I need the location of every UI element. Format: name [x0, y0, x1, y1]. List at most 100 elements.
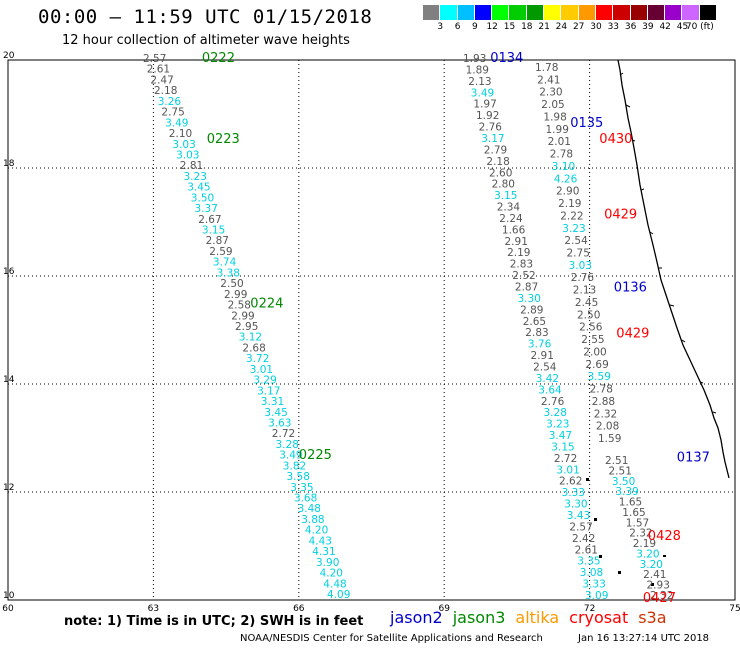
wave-height-value: 1.89 — [466, 64, 489, 76]
wave-height-value: 3.10 — [552, 161, 575, 173]
wave-height-value: 2.18 — [486, 156, 509, 168]
color-scale-label: 39 — [642, 22, 654, 32]
color-scale-label: 27 — [572, 22, 585, 32]
wave-height-value: 2.54 — [533, 362, 557, 374]
pass-time-label: 0427 — [643, 591, 676, 606]
coastline-detail — [619, 72, 717, 414]
wave-height-value: 2.80 — [492, 179, 515, 191]
wave-height-value: 2.13 — [468, 76, 491, 88]
wave-height-value: 1.65 — [619, 497, 642, 509]
map-frame — [7, 59, 736, 601]
wave-height-value: 2.41 — [643, 569, 666, 581]
wave-height-value: 4.20 — [320, 568, 343, 580]
wave-height-value: 2.99 — [231, 310, 254, 322]
wave-height-value: 2.52 — [512, 270, 535, 282]
wave-height-value: 3.90 — [316, 557, 339, 569]
legend-entry: jason3 — [452, 608, 506, 627]
wave-height-value: 2.62 — [559, 476, 582, 488]
satellite-legend: jason2 jason3 altika cryosat s3a — [390, 608, 677, 627]
color-scale-swatch — [526, 5, 545, 20]
wave-height-value: 3.35 — [577, 556, 600, 568]
wave-height-value: 2.88 — [592, 396, 615, 408]
color-scale-swatch — [509, 5, 527, 20]
color-scale-swatch — [630, 5, 648, 20]
wave-height-value: 2.05 — [541, 99, 564, 111]
wave-height-value: 3.15 — [494, 190, 517, 202]
wave-height-value: 2.81 — [180, 160, 203, 172]
lat-tick-label: 20 — [3, 51, 15, 61]
pass-time-label: 0430 — [599, 132, 632, 147]
wave-height-value: 3.43 — [567, 510, 590, 522]
color-scale-bar — [423, 5, 718, 20]
footer-note: note: 1) Time is in UTC; 2) SWH is in fe… — [64, 614, 364, 629]
wave-height-value: 3.03 — [176, 150, 199, 162]
wave-height-value: 2.30 — [539, 87, 562, 99]
wave-height-value: 1.92 — [476, 110, 499, 122]
wave-height-value: 3.01 — [250, 364, 273, 376]
wave-height-value: 3.49 — [471, 87, 494, 99]
wave-height-value: 2.50 — [577, 309, 600, 321]
wave-height-value: 2.32 — [650, 590, 673, 602]
color-scale-swatch — [457, 5, 475, 20]
wave-height-value: 2.83 — [510, 259, 533, 271]
wave-height-value: 2.42 — [572, 533, 595, 545]
color-scale-swatch — [613, 5, 631, 20]
pass-time-label: 0135 — [570, 116, 603, 131]
track-south-values: 2.512.513.503.391.651.651.572.322.193.20… — [605, 455, 673, 602]
wave-height-value: 3.82 — [283, 460, 306, 472]
color-scale-label: 30 — [590, 22, 602, 32]
wave-height-value: 4.31 — [312, 546, 335, 558]
wave-height-value: 3.58 — [287, 471, 310, 483]
wave-height-value: 2.34 — [497, 202, 521, 214]
wave-height-value: 2.61 — [575, 544, 598, 556]
pass-time-label: 0222 — [202, 51, 235, 66]
pass-time-label: 0223 — [207, 132, 240, 147]
wave-height-value: 3.42 — [536, 373, 559, 385]
color-scale-swatch — [474, 5, 493, 20]
wave-height-value: 3.59 — [588, 371, 611, 383]
coastline — [617, 59, 730, 479]
color-scale-swatch — [492, 5, 510, 20]
wave-height-value: 3.76 — [528, 339, 552, 351]
wave-height-value: 3.23 — [562, 223, 585, 235]
pass-time-label: 0429 — [616, 326, 649, 341]
legend-entry: jason2 — [390, 608, 443, 627]
wave-height-value: 2.47 — [150, 74, 173, 86]
wave-height-value: 3.50 — [191, 192, 214, 204]
wave-height-value: 2.57 — [143, 53, 166, 65]
color-scale-swatch — [647, 5, 666, 20]
lon-tick-label: 72 — [584, 604, 595, 614]
wave-height-value: 2.67 — [198, 214, 221, 226]
lon-tick-label: 63 — [148, 604, 159, 614]
wave-height-value: 3.30 — [564, 499, 587, 511]
pass-time-label: 0225 — [299, 448, 332, 463]
wave-height-value: 3.64 — [538, 384, 562, 396]
wave-height-value: 3.08 — [580, 567, 603, 579]
wave-height-value: 3.68 — [294, 493, 317, 505]
wave-height-value: 2.60 — [489, 167, 512, 179]
wave-height-value: 3.63 — [268, 418, 291, 430]
wave-height-value: 4.09 — [327, 589, 350, 601]
wave-height-value: 2.22 — [560, 210, 583, 222]
wave-height-value: 4.48 — [323, 578, 346, 590]
wave-height-value: 4.26 — [554, 173, 578, 185]
wave-height-value: 1.66 — [502, 224, 526, 236]
wave-height-value: 3.28 — [276, 439, 299, 451]
wave-height-value: 2.51 — [609, 465, 632, 477]
generation-timestamp: Jan 16 13:27:14 UTC 2018 — [578, 633, 710, 644]
wave-height-value: 3.31 — [261, 396, 284, 408]
wave-height-value: 2.76 — [571, 272, 595, 284]
color-scale-label: 21 — [538, 22, 550, 32]
color-scale-swatch — [423, 5, 441, 20]
color-scale-label: 12 — [486, 22, 498, 32]
wave-height-value: 2.41 — [537, 74, 560, 86]
wave-height-value: 1.98 — [543, 112, 566, 124]
track-jason3-values: 2.572.612.472.183.262.753.492.103.033.03… — [143, 53, 350, 601]
wave-height-value: 4.20 — [305, 525, 328, 537]
wave-height-value: 2.99 — [224, 289, 247, 301]
wave-height-value: 1.97 — [473, 99, 496, 111]
lat-tick-label: 16 — [3, 267, 15, 277]
color-scale-label: 36 — [624, 22, 637, 32]
color-scale-label: 6 — [454, 22, 461, 32]
lat-tick-label: 10 — [3, 591, 15, 601]
